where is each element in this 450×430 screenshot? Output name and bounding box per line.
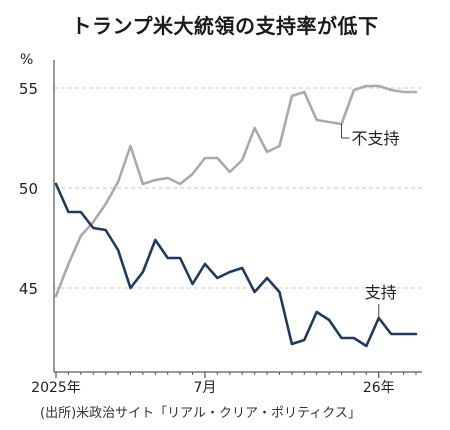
series-line-approve <box>54 182 418 348</box>
chart-title: トランプ米大統領の支持率が低下 <box>71 14 379 38</box>
x-tick-label: 26年 <box>363 380 395 396</box>
series-line-disapprove <box>54 84 418 298</box>
series-label-disapprove: 不支持 <box>352 129 400 148</box>
x-tick-label: 2025年 <box>31 380 81 396</box>
x-tick-label: 7月 <box>194 380 217 396</box>
source-note: (出所)米政治サイト「リアル・クリア・ポリティクス」 <box>40 406 361 421</box>
y-tick-label: 50 <box>19 180 38 198</box>
series-label-approve: 支持 <box>365 283 397 302</box>
y-axis-unit: % <box>20 52 33 68</box>
y-tick-label: 45 <box>19 280 38 298</box>
y-tick-label: 55 <box>19 80 38 98</box>
